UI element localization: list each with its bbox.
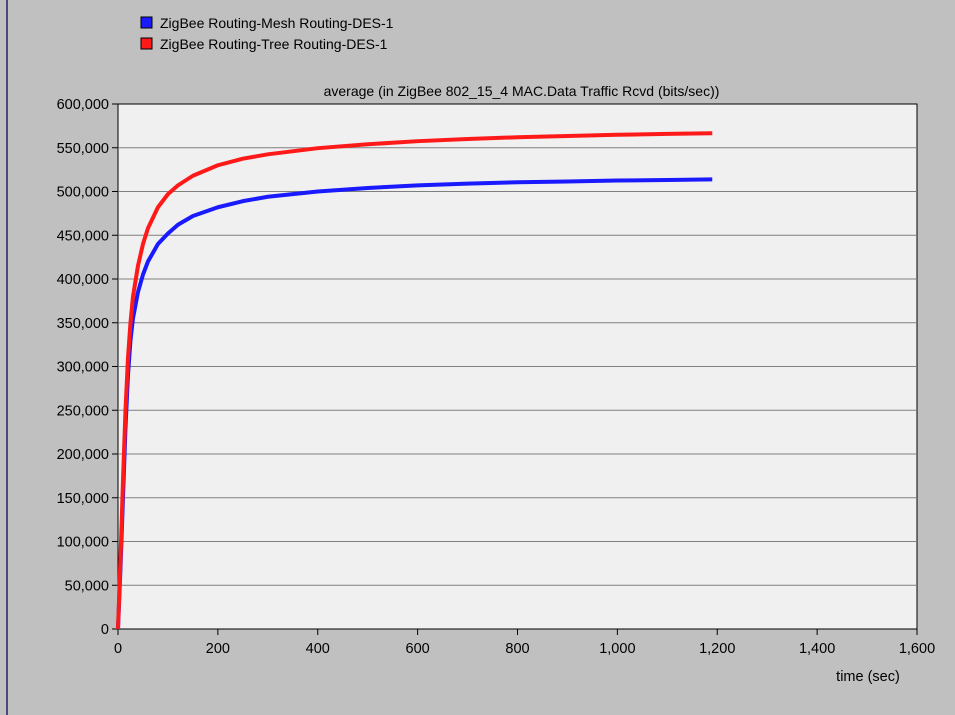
y-tick-label: 100,000	[57, 535, 109, 551]
legend-swatch	[140, 16, 153, 29]
legend: ZigBee Routing-Mesh Routing-DES-1 ZigBee …	[140, 15, 394, 52]
series-line-tree	[116, 131, 713, 630]
x-axis-label: time (sec)	[836, 669, 900, 685]
y-tick-label: 300,000	[57, 360, 109, 376]
x-tick-label: 1,200	[699, 641, 735, 657]
y-tick-label: 150,000	[57, 491, 109, 507]
x-tick-label: 0	[114, 641, 122, 657]
series-group	[116, 131, 713, 630]
x-tick-label: 1,400	[799, 641, 835, 657]
y-tick-label: 250,000	[57, 403, 109, 419]
legend-swatch	[140, 37, 153, 50]
y-tick-label: 350,000	[57, 316, 109, 332]
legend-label: ZigBee Routing-Tree Routing-DES-1	[160, 36, 388, 52]
y-tick-label: 550,000	[57, 141, 109, 157]
x-tick-label: 200	[206, 641, 230, 657]
y-tick-label: 400,000	[57, 272, 109, 288]
y-tick-label: 500,000	[57, 185, 109, 201]
x-tick-label: 600	[406, 641, 430, 657]
window-left-border	[0, 0, 8, 715]
y-tick-label: 0	[101, 622, 109, 638]
x-tick-label: 800	[505, 641, 529, 657]
chart-title: average (in ZigBee 802_15_4 MAC.Data Tra…	[324, 83, 720, 99]
y-tick-label: 50,000	[65, 578, 109, 594]
x-tick-label: 400	[306, 641, 330, 657]
legend-label: ZigBee Routing-Mesh Routing-DES-1	[160, 15, 394, 31]
x-tick-label: 1,600	[899, 641, 935, 657]
y-tick-label: 600,000	[57, 97, 109, 113]
axes: 0 50,000 100,000 150,000 200,000 250,000 300,0…	[57, 97, 936, 657]
x-tick-label: 1,000	[599, 641, 635, 657]
y-tick-label: 200,000	[57, 447, 109, 463]
grid	[118, 147, 917, 586]
y-tick-label: 450,000	[57, 228, 109, 244]
